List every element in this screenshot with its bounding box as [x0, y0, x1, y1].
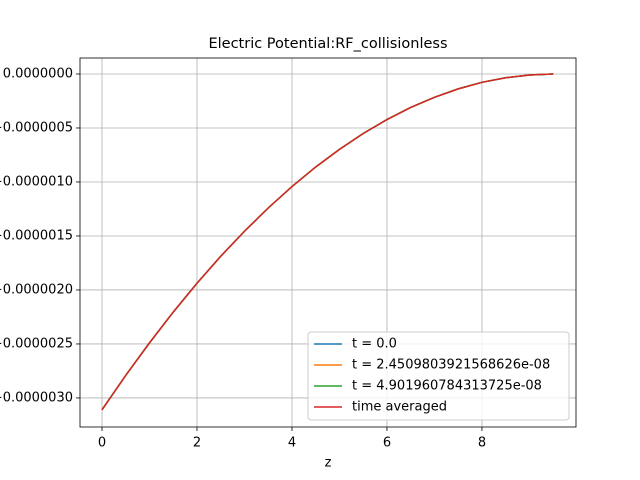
y-tick-label: −0.0000030	[0, 390, 73, 405]
chart-title: Electric Potential:RF_collisionless	[208, 36, 447, 52]
legend-label: t = 4.901960784313725e-08	[352, 379, 542, 394]
legend-label: time averaged	[352, 400, 447, 415]
y-tick-label: −0.0000010	[0, 174, 73, 189]
x-tick-label: 8	[478, 436, 486, 451]
plot-frame	[79, 57, 577, 428]
y-tick-label: −0.0000025	[0, 336, 73, 351]
legend-label: t = 2.4509803921568626e-08	[352, 358, 550, 373]
y-tick-label: −0.0000015	[0, 228, 73, 243]
line-series	[101, 73, 554, 411]
x-axis-label: z	[325, 456, 332, 471]
y-tick-label: −0.0000005	[0, 120, 73, 135]
y-tick-label: 0.0000000	[3, 66, 73, 81]
x-tick-label: 0	[98, 436, 106, 451]
x-tick-label: 6	[383, 436, 391, 451]
x-tick-label: 4	[288, 436, 296, 451]
x-tick-label: 2	[193, 436, 201, 451]
legend-label: t = 0.0	[352, 337, 397, 352]
legend-box	[307, 331, 570, 421]
y-tick-label: −0.0000020	[0, 282, 73, 297]
legend: t = 0.0 t = 2.4509803921568626e-08 t = 4.9…	[307, 331, 570, 421]
